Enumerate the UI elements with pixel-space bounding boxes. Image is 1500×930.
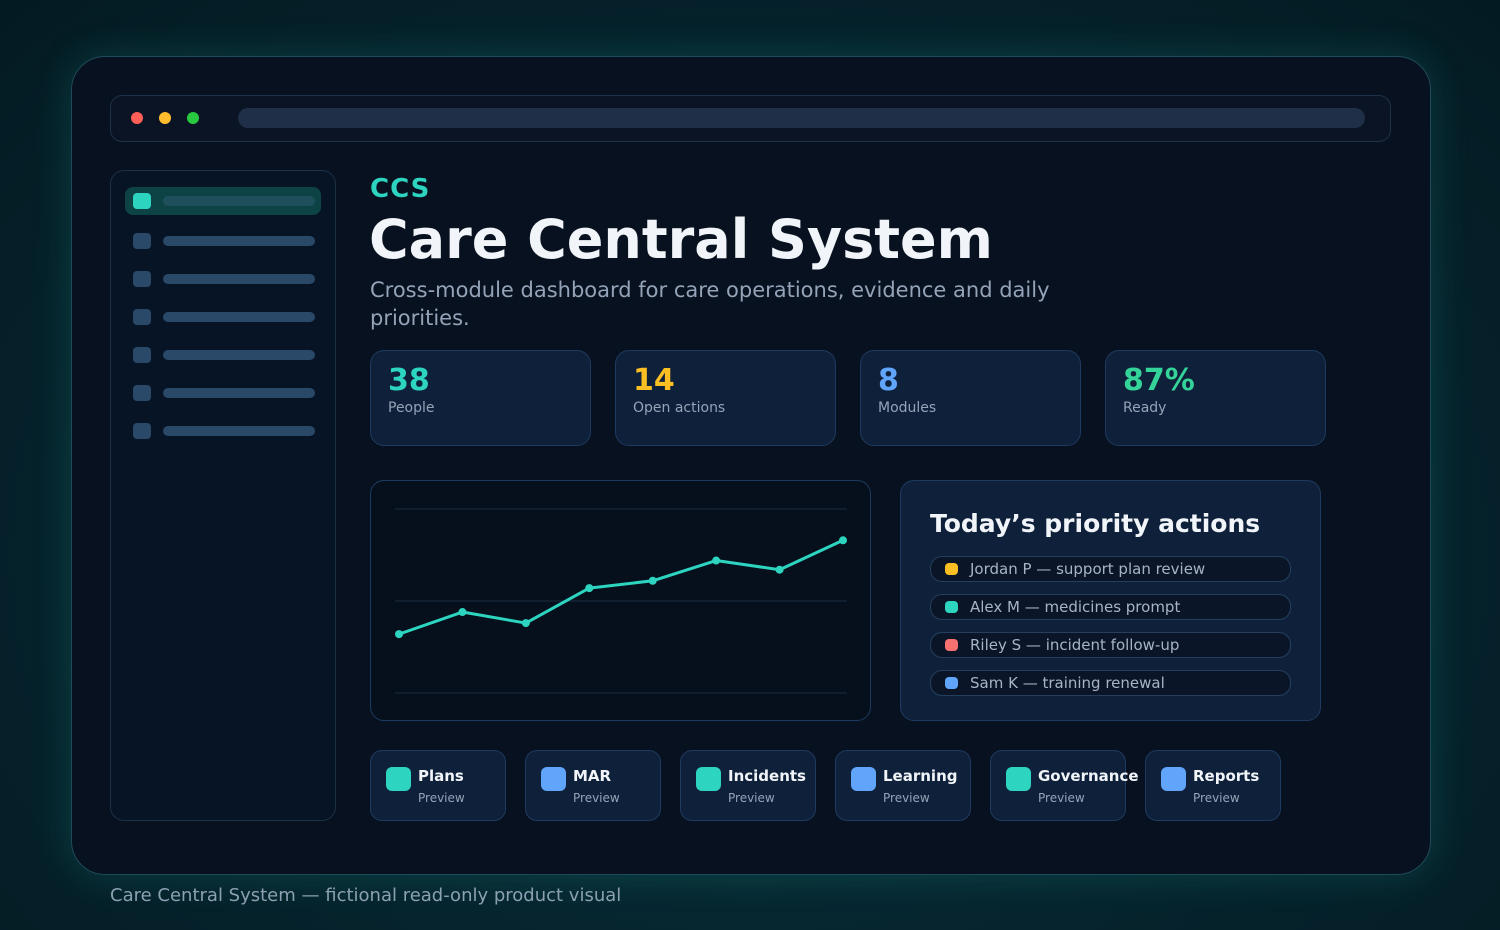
sidebar-item-4[interactable] — [125, 303, 321, 331]
sidebar-item-7[interactable] — [125, 417, 321, 445]
stat-card-people[interactable]: 38 People — [370, 350, 591, 446]
nav-icon — [133, 193, 151, 209]
stat-label: People — [388, 400, 435, 416]
nav-label-placeholder — [163, 426, 315, 436]
nav-icon — [133, 385, 151, 401]
minimize-window-dot[interactable] — [159, 112, 171, 124]
nav-icon — [133, 347, 151, 363]
data-point[interactable] — [521, 619, 530, 628]
action-item[interactable]: Sam K — training renewal — [930, 670, 1291, 696]
module-card-mar[interactable]: MAR Preview — [525, 750, 661, 821]
module-name: Reports — [1193, 767, 1260, 785]
nav-icon — [133, 233, 151, 249]
module-card-reports[interactable]: Reports Preview — [1145, 750, 1281, 821]
status-dot-icon — [945, 677, 958, 689]
action-item[interactable]: Riley S — incident follow-up — [930, 632, 1291, 658]
close-window-dot[interactable] — [131, 112, 143, 124]
nav-label-placeholder — [163, 388, 315, 398]
action-item[interactable]: Jordan P — support plan review — [930, 556, 1291, 582]
module-icon — [1161, 767, 1186, 791]
sidebar-item-6[interactable] — [125, 379, 321, 407]
nav-label-placeholder — [163, 236, 315, 246]
data-point[interactable] — [395, 630, 403, 639]
nav-icon — [133, 423, 151, 439]
trend-chart — [395, 508, 847, 694]
module-card-plans[interactable]: Plans Preview — [370, 750, 506, 821]
action-text: Jordan P — support plan review — [970, 560, 1206, 578]
sidebar-item-2[interactable] — [125, 227, 321, 255]
page-subtitle: Cross-module dashboard for care operatio… — [370, 278, 1050, 330]
module-icon — [1006, 767, 1031, 791]
stat-value: 38 — [388, 363, 430, 398]
sidebar — [110, 170, 336, 821]
sidebar-item-5[interactable] — [125, 341, 321, 369]
module-name: Incidents — [728, 767, 806, 785]
stat-label: Open actions — [633, 400, 726, 416]
status-dot-icon — [945, 601, 958, 613]
module-name: Governance — [1038, 767, 1139, 785]
series-line — [398, 538, 844, 636]
nav-icon — [133, 309, 151, 325]
module-card-learning[interactable]: Learning Preview — [835, 750, 971, 821]
nav-icon — [133, 271, 151, 287]
module-name: Learning — [883, 767, 958, 785]
data-point[interactable] — [585, 584, 594, 593]
priority-actions-title: Today’s priority actions — [930, 509, 1261, 538]
stat-card-open-actions[interactable]: 14 Open actions — [615, 350, 836, 446]
action-text: Alex M — medicines prompt — [970, 598, 1181, 616]
stat-card-ready[interactable]: 87% Ready — [1105, 350, 1326, 446]
nav-label-placeholder — [163, 274, 315, 284]
stat-value: 14 — [633, 363, 675, 398]
module-sub: Preview — [1038, 791, 1085, 805]
status-dot-icon — [945, 563, 958, 575]
module-card-incidents[interactable]: Incidents Preview — [680, 750, 816, 821]
status-dot-icon — [945, 639, 958, 651]
data-point[interactable] — [458, 608, 467, 617]
sidebar-item-1[interactable] — [125, 187, 321, 215]
stat-value: 87% — [1123, 363, 1195, 398]
module-sub: Preview — [418, 791, 465, 805]
sidebar-item-3[interactable] — [125, 265, 321, 293]
address-bar[interactable] — [238, 108, 1365, 128]
module-sub: Preview — [573, 791, 620, 805]
footer-caption: Care Central System — fictional read-onl… — [110, 885, 622, 906]
nav-label-placeholder — [163, 312, 315, 322]
module-sub: Preview — [1193, 791, 1240, 805]
module-sub: Preview — [728, 791, 775, 805]
data-point[interactable] — [775, 565, 784, 574]
browser-bar — [110, 95, 1391, 142]
maximize-window-dot[interactable] — [187, 112, 199, 124]
stat-card-modules[interactable]: 8 Modules — [860, 350, 1081, 446]
module-icon — [851, 767, 876, 791]
module-name: MAR — [573, 767, 612, 785]
data-point[interactable] — [839, 536, 847, 545]
action-text: Sam K — training renewal — [970, 674, 1165, 692]
stat-label: Modules — [878, 400, 937, 416]
nav-label-placeholder — [163, 350, 315, 360]
module-name: Plans — [418, 767, 464, 785]
trend-chart-card — [370, 480, 871, 721]
module-icon — [541, 767, 566, 791]
page-title: Care Central System — [369, 208, 993, 271]
action-item[interactable]: Alex M — medicines prompt — [930, 594, 1291, 620]
nav-label-placeholder — [163, 196, 315, 206]
priority-actions-card: Today’s priority actions Jordan P — supp… — [900, 480, 1321, 721]
module-icon — [386, 767, 411, 791]
module-icon — [696, 767, 721, 791]
action-text: Riley S — incident follow-up — [970, 636, 1180, 654]
module-sub: Preview — [883, 791, 930, 805]
module-card-governance[interactable]: Governance Preview — [990, 750, 1139, 821]
app-abbreviation: CCS — [370, 174, 431, 204]
stat-value: 8 — [878, 363, 899, 398]
data-point[interactable] — [648, 576, 657, 585]
data-point[interactable] — [712, 556, 721, 565]
stat-label: Ready — [1123, 400, 1167, 416]
